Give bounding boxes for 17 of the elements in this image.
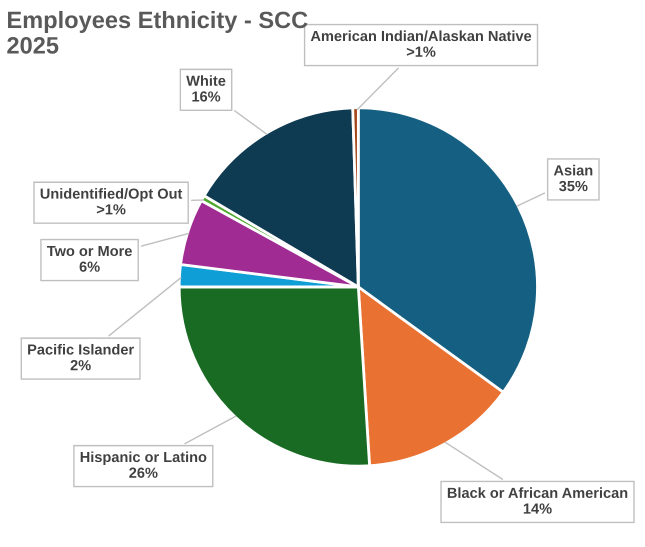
slice-label: Asian (554, 164, 592, 176)
slice-label: American Indian/Alaskan Native (310, 30, 532, 42)
data-label: >1% (406, 46, 436, 57)
slice-label: Unidentified/Opt Out (40, 188, 182, 202)
slice-label: Hispanic or Latino (80, 451, 206, 466)
data-label: 16% (192, 91, 220, 102)
slice-label: White (186, 75, 226, 86)
slice-label: Black or African American (448, 487, 628, 498)
slice-label: Two or More (46, 246, 132, 256)
slice-label: Pacific Islander (28, 344, 134, 355)
data-label: 14% (524, 503, 552, 514)
data-label: 35% (559, 180, 588, 192)
data-label: 2% (70, 360, 91, 370)
data-label: 26% (129, 468, 158, 478)
data-label: >1% (96, 204, 126, 214)
data-label: 6% (80, 262, 100, 272)
chart-title: Employees Ethnicity - SCC 2025 (7, 10, 308, 54)
